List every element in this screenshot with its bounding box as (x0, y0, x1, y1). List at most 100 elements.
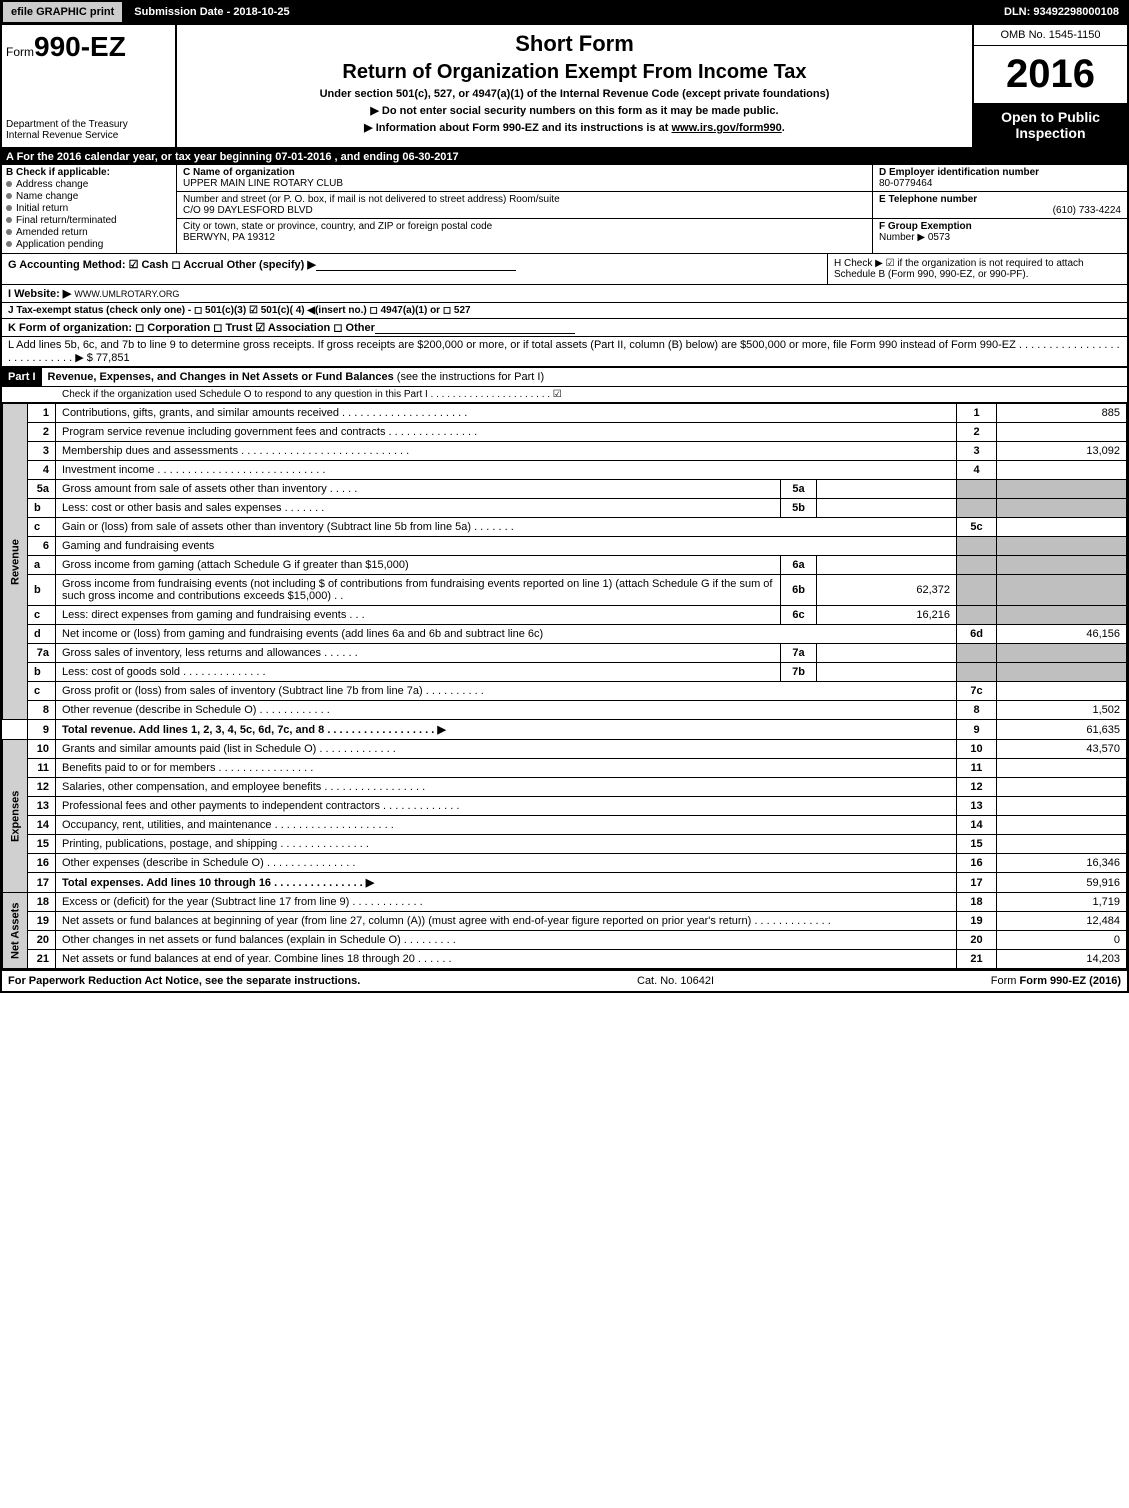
g-accounting: G Accounting Method: ☑ Cash ◻ Accrual Ot… (2, 254, 827, 284)
r5c-desc: Gain or (loss) from sale of assets other… (56, 518, 957, 537)
chk-name-change[interactable]: Name change (6, 191, 172, 202)
sidelabel-revenue: Revenue (3, 404, 28, 720)
telephone-value: (610) 733-4224 (879, 205, 1121, 216)
chk-address-change[interactable]: Address change (6, 179, 172, 190)
r15-desc: Printing, publications, postage, and shi… (56, 835, 957, 854)
r6a-midbox: 6a (781, 556, 817, 575)
r12-box: 12 (957, 778, 997, 797)
tax-year: 2016 (974, 46, 1127, 103)
r5a-box (957, 480, 997, 499)
note-info: ▶ Information about Form 990-EZ and its … (187, 121, 962, 134)
chk-initial-return[interactable]: Initial return (6, 203, 172, 214)
row-16: 16 Other expenses (describe in Schedule … (3, 854, 1127, 873)
r18-amt: 1,719 (997, 893, 1127, 912)
row-l: L Add lines 5b, 6c, and 7b to line 9 to … (2, 337, 1127, 367)
r6c-box (957, 606, 997, 625)
r17-desc: Total expenses. Add lines 10 through 16 … (56, 873, 957, 893)
r6c-desc: Less: direct expenses from gaming and fu… (56, 606, 781, 625)
row-9: 9 Total revenue. Add lines 1, 2, 3, 4, 5… (3, 720, 1127, 740)
r2-box: 2 (957, 423, 997, 442)
col-def: D Employer identification number 80-0779… (872, 165, 1127, 253)
r2-desc: Program service revenue including govern… (56, 423, 957, 442)
b-label: B Check if applicable: (6, 167, 110, 178)
r11-num: 11 (28, 759, 56, 778)
r1-num: 1 (28, 404, 56, 423)
r20-amt: 0 (997, 931, 1127, 950)
r16-desc: Other expenses (describe in Schedule O) … (56, 854, 957, 873)
row-7b: b Less: cost of goods sold . . . . . . .… (3, 663, 1127, 682)
r5c-box: 5c (957, 518, 997, 537)
r1-desc: Contributions, gifts, grants, and simila… (56, 404, 957, 423)
r5a-num: 5a (28, 480, 56, 499)
row-8: 8 Other revenue (describe in Schedule O)… (3, 701, 1127, 720)
c-label: C Name of organization (183, 167, 295, 178)
r16-box: 16 (957, 854, 997, 873)
omb-number: OMB No. 1545-1150 (974, 25, 1127, 46)
r7c-box: 7c (957, 682, 997, 701)
r4-desc: Investment income . . . . . . . . . . . … (56, 461, 957, 480)
part-i-table: Revenue 1 Contributions, gifts, grants, … (2, 403, 1127, 969)
r9-amt: 61,635 (997, 720, 1127, 740)
r12-desc: Salaries, other compensation, and employ… (56, 778, 957, 797)
footer-left: For Paperwork Reduction Act Notice, see … (8, 975, 360, 987)
chk-amended-return[interactable]: Amended return (6, 227, 172, 238)
r21-amt: 14,203 (997, 950, 1127, 969)
r9-desc-b: Total revenue. Add lines 1, 2, 3, 4, 5c,… (62, 724, 446, 736)
r7a-amt (997, 644, 1127, 663)
f-row: F Group Exemption Number ▶ 0573 (873, 219, 1127, 245)
r7b-midbox: 7b (781, 663, 817, 682)
k-other-line[interactable] (375, 322, 575, 334)
r6-num: 6 (28, 537, 56, 556)
form-page: efile GRAPHIC print Submission Date - 20… (0, 0, 1129, 993)
secA-prefix: A For the 2016 calendar year, or tax yea… (6, 151, 275, 163)
r18-num: 18 (28, 893, 56, 912)
h-text: H Check ▶ ☑ if the organization is not r… (834, 258, 1084, 280)
row-1: Revenue 1 Contributions, gifts, grants, … (3, 404, 1127, 423)
chk-name-change-label: Name change (16, 191, 78, 202)
r14-desc: Occupancy, rent, utilities, and maintena… (56, 816, 957, 835)
g-other-line[interactable] (316, 259, 516, 271)
secA-mid: , and ending (335, 151, 403, 163)
l-text: L Add lines 5b, 6c, and 7b to line 9 to … (8, 339, 1120, 364)
r6b-midval: 62,372 (817, 575, 957, 606)
c-city-row: City or town, state or province, country… (177, 219, 872, 245)
row-14: 14 Occupancy, rent, utilities, and maint… (3, 816, 1127, 835)
r21-num: 21 (28, 950, 56, 969)
website-value[interactable]: WWW.UMLROTARY.ORG (74, 289, 179, 299)
k-text: K Form of organization: ◻ Corporation ◻ … (8, 322, 375, 334)
r3-amt: 13,092 (997, 442, 1127, 461)
r9-num: 9 (28, 720, 56, 740)
r9-box: 9 (957, 720, 997, 740)
row-15: 15 Printing, publications, postage, and … (3, 835, 1127, 854)
r5a-midbox: 5a (781, 480, 817, 499)
ein-value: 80-0779464 (879, 178, 932, 189)
row-20: 20 Other changes in net assets or fund b… (3, 931, 1127, 950)
c-addr-label: Number and street (or P. O. box, if mail… (183, 194, 560, 205)
note-no-ssn: ▶ Do not enter social security numbers o… (187, 104, 962, 117)
sidelabel-netassets: Net Assets (3, 893, 28, 969)
form-990ez: 990-EZ (34, 31, 126, 62)
secA-begin: 07-01-2016 (275, 151, 331, 163)
header-right: OMB No. 1545-1150 2016 Open to Public In… (972, 25, 1127, 147)
r6a-num: a (28, 556, 56, 575)
r7a-midbox: 7a (781, 644, 817, 663)
chk-application-pending[interactable]: Application pending (6, 239, 172, 250)
r6c-num: c (28, 606, 56, 625)
group-exemption-value: 0573 (928, 232, 950, 243)
efile-print-button[interactable]: efile GRAPHIC print (2, 2, 123, 23)
f-label2: Number ▶ (879, 232, 925, 243)
header-left: Form990-EZ Department of the Treasury In… (2, 25, 177, 147)
chk-final-return[interactable]: Final return/terminated (6, 215, 172, 226)
row-7c: c Gross profit or (loss) from sales of i… (3, 682, 1127, 701)
r6d-desc: Net income or (loss) from gaming and fun… (56, 625, 957, 644)
irs-link[interactable]: www.irs.gov/form990 (672, 122, 782, 134)
part-i-paren: (see the instructions for Part I) (397, 371, 544, 383)
r5b-midval (817, 499, 957, 518)
secA-end: 06-30-2017 (402, 151, 458, 163)
r6c-midbox: 6c (781, 606, 817, 625)
r6d-amt: 46,156 (997, 625, 1127, 644)
r13-desc: Professional fees and other payments to … (56, 797, 957, 816)
j-text: J Tax-exempt status (check only one) - ◻… (8, 305, 471, 316)
r5a-desc: Gross amount from sale of assets other t… (56, 480, 781, 499)
r6a-desc: Gross income from gaming (attach Schedul… (56, 556, 781, 575)
